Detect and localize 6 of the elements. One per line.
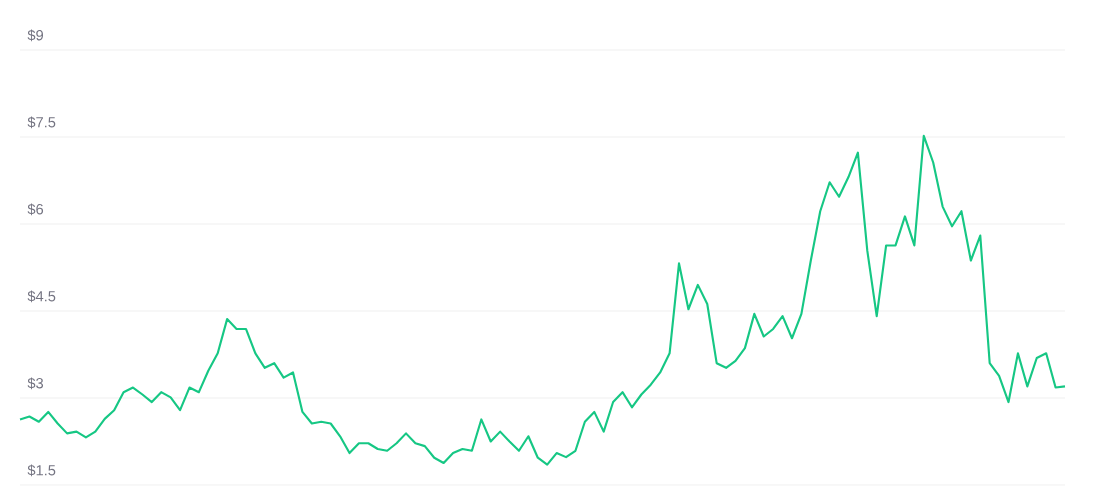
- y-tick-label: $1.5: [27, 464, 56, 477]
- y-tick-label: $7.5: [27, 116, 56, 129]
- y-tick-label: $3: [27, 377, 44, 390]
- y-tick-label: $4.5: [27, 290, 56, 303]
- y-tick-label: $9: [27, 29, 44, 42]
- y-tick-label: $6: [27, 203, 44, 216]
